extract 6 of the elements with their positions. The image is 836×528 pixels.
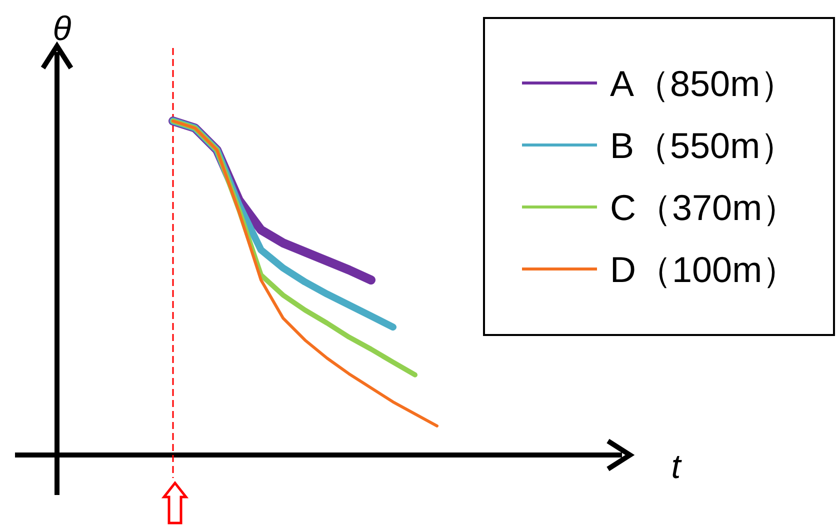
legend-label: B（550m） bbox=[610, 125, 796, 166]
legend-label: D（100m） bbox=[610, 249, 798, 290]
legend-label: C（370m） bbox=[610, 187, 798, 228]
y-axis-title: θ bbox=[52, 10, 72, 48]
text: t bbox=[671, 448, 682, 486]
legend-label: A（850m） bbox=[610, 63, 796, 104]
